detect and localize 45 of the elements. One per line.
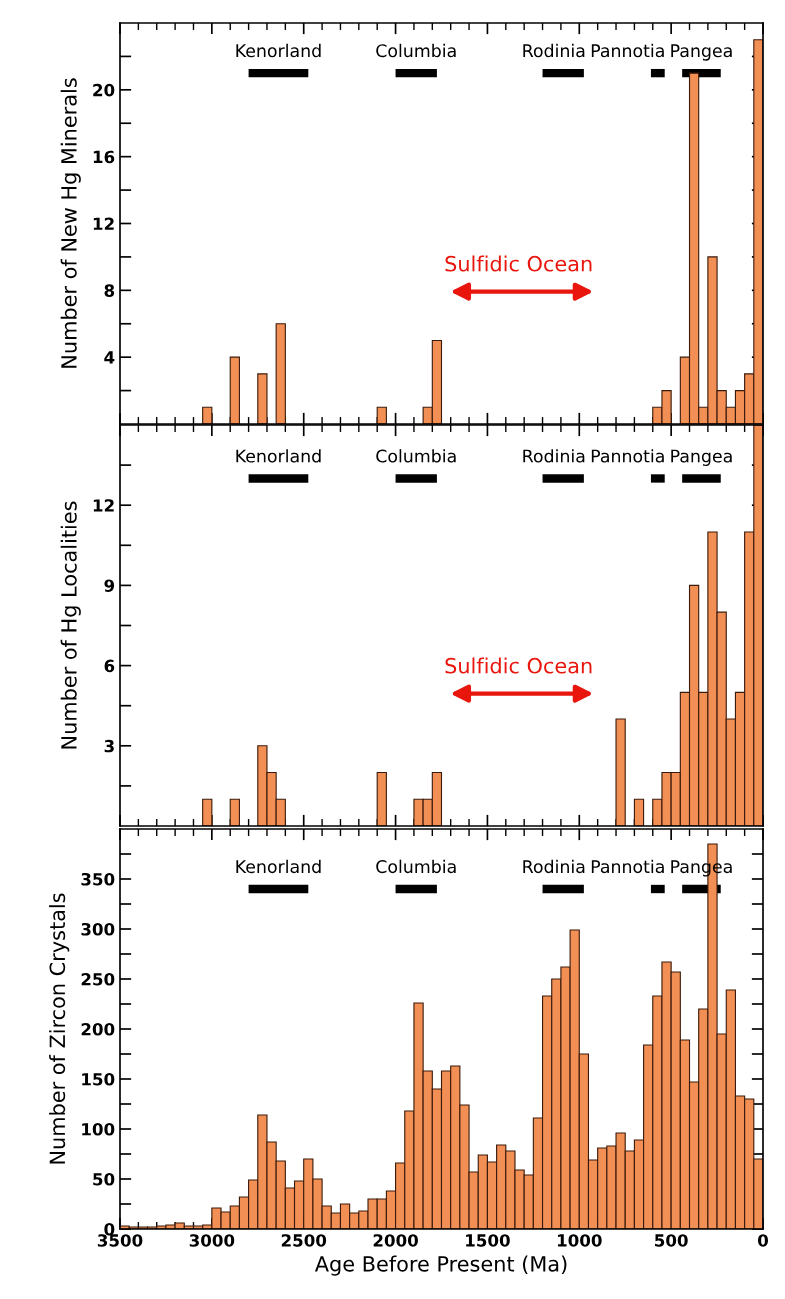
- y-tick-label: 16: [93, 150, 115, 164]
- legend-label: Columbia: [376, 43, 456, 58]
- legend-label: Pannotia: [591, 449, 664, 463]
- y-tick-label: 12: [93, 499, 114, 512]
- x-axis-title: Age Before Present (Ma): [314, 1255, 567, 1276]
- y-axis-title: Number of Hg Localities: [60, 501, 81, 749]
- y-tick-label: 350: [81, 872, 115, 886]
- x-tick-label: 0: [758, 1234, 768, 1247]
- x-tick-label: 3500: [97, 1234, 143, 1247]
- y-tick-label: 200: [81, 1022, 115, 1036]
- y-tick-label: 250: [81, 972, 115, 986]
- y-tick-label: 6: [104, 659, 115, 673]
- y-tick-label: 8: [104, 284, 115, 297]
- legend-label: Pangea: [671, 449, 732, 466]
- x-tick-label: 1500: [466, 1234, 510, 1247]
- y-tick-label: 4: [104, 351, 115, 364]
- legend-label: Rodinia: [523, 859, 585, 874]
- y-tick-label: 50: [93, 1172, 115, 1186]
- legend-label: Kenorland: [236, 449, 321, 463]
- legend-label: Kenorland: [236, 43, 321, 58]
- legend-label: Pangea: [671, 44, 732, 61]
- y-tick-label: 3: [104, 739, 114, 753]
- legend-label: Columbia: [376, 449, 456, 463]
- annotation: Sulfidic Ocean: [445, 255, 592, 272]
- y-tick-label: 300: [81, 922, 115, 936]
- y-tick-label: 12: [93, 217, 114, 230]
- x-tick-label: 2500: [281, 1234, 327, 1247]
- x-tick-label: 3000: [189, 1234, 235, 1247]
- y-tick-label: 150: [82, 1072, 115, 1086]
- y-axis-title: Number of New Hg Minerals: [60, 78, 81, 368]
- y-tick-label: 0: [104, 1222, 115, 1236]
- x-tick-label: 500: [655, 1234, 688, 1247]
- legend-label: Pannotia: [591, 43, 664, 58]
- y-axis-title: Number of Zircon Crystals: [49, 893, 70, 1164]
- x-tick-label: 2000: [373, 1234, 418, 1247]
- legend-label: Rodinia: [523, 449, 585, 463]
- legend-label: Rodinia: [523, 43, 585, 58]
- y-tick-label: 100: [82, 1122, 115, 1136]
- annotation: Sulfidic Ocean: [445, 657, 592, 674]
- x-tick-label: 1000: [557, 1234, 602, 1247]
- y-tick-label: 20: [93, 83, 115, 97]
- legend-label: Columbia: [376, 859, 456, 874]
- legend-label: Pannotia: [591, 859, 664, 874]
- legend-label: Kenorland: [236, 859, 321, 874]
- y-tick-label: 9: [104, 579, 115, 592]
